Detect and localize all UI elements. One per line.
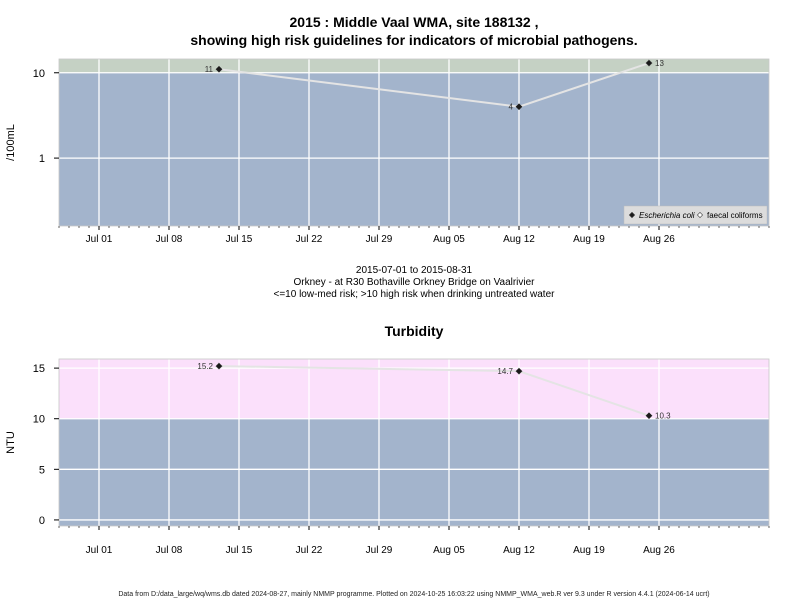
x-tick-label: Jul 15	[226, 545, 253, 556]
x-tick-label: Jul 29	[366, 234, 393, 245]
x-tick-label: Aug 05	[433, 234, 465, 245]
turbidity-chart-title: Turbidity	[385, 323, 444, 339]
turbidity-chart-panel: 0 5 10 15 NTU Jul 01 Jul 08 Jul 15 Jul 22 Jul 29 A…	[5, 358, 770, 556]
legend: Escherichia coli faecal coliforms	[623, 205, 768, 225]
legend-open-diamond-icon	[696, 211, 704, 219]
chart-title-line2: showing high risk guidelines for indicat…	[190, 32, 637, 48]
y-tick-label: 10	[33, 68, 45, 80]
x-tick-label: Aug 26	[643, 545, 675, 556]
y-axis-label: NTU	[5, 431, 17, 454]
data-point	[215, 362, 223, 370]
x-tick-label: Aug 05	[433, 545, 465, 556]
plot-frame	[58, 358, 770, 527]
x-tick-label: Jul 01	[86, 234, 113, 245]
data-label: 13	[655, 59, 664, 68]
data-point	[645, 412, 653, 420]
data-point	[645, 59, 653, 67]
y-tick-label: 10	[33, 414, 45, 426]
y-axis-label: /100mL	[5, 124, 17, 161]
y-tick-label: 5	[39, 464, 45, 476]
data-label: 4	[509, 103, 514, 112]
x-tick-label: Aug 12	[503, 545, 535, 556]
legend-box	[623, 205, 768, 225]
data-label: 10.3	[655, 412, 671, 421]
x-tick-label: Aug 19	[573, 545, 605, 556]
x-tick-label: Jul 01	[86, 545, 113, 556]
data-label: 11	[205, 65, 214, 74]
x-tick-label: Jul 22	[296, 234, 323, 245]
x-tick-label: Jul 22	[296, 545, 323, 556]
date-range-text: 2015-07-01 to 2015-08-31	[356, 265, 473, 276]
microbial-chart-panel: 1 10/100mL Jul 01 Jul 08 Jul 15 Jul 22 Jul 29 A…	[5, 58, 770, 245]
footer-note: Data from D:/data_large/wq/wms.db dated …	[118, 591, 709, 598]
x-tick-label: Aug 19	[573, 234, 605, 245]
high-risk-band	[59, 59, 769, 73]
data-point	[515, 103, 523, 111]
x-tick-label: Jul 29	[366, 545, 393, 556]
guideline-text: <=10 low-med risk; >10 high risk when dr…	[274, 289, 556, 300]
chart-title-line1: 2015 : Middle Vaal WMA, site 188132 ,	[290, 14, 539, 30]
data-label: 14.7	[497, 367, 513, 376]
legend-filled-diamond-icon	[628, 211, 636, 219]
y-tick-label: 0	[39, 515, 45, 527]
plot-frame	[58, 58, 770, 227]
x-tick-label: Aug 26	[643, 234, 675, 245]
data-point	[215, 65, 223, 73]
legend-item-label: Escherichia coli	[639, 211, 695, 220]
data-label: 15.2	[197, 362, 213, 371]
x-tick-label: Jul 08	[156, 545, 183, 556]
y-tick-label: 1	[39, 153, 45, 165]
y-tick-label: 15	[33, 363, 45, 375]
location-text: Orkney - at R30 Bothaville Orkney Bridge…	[293, 277, 535, 288]
x-tick-label: Aug 12	[503, 234, 535, 245]
x-tick-label: Jul 15	[226, 234, 253, 245]
plot-background	[59, 59, 769, 226]
x-tick-label: Jul 08	[156, 234, 183, 245]
legend-item-label: faecal coliforms	[707, 211, 763, 220]
data-point	[515, 367, 523, 375]
